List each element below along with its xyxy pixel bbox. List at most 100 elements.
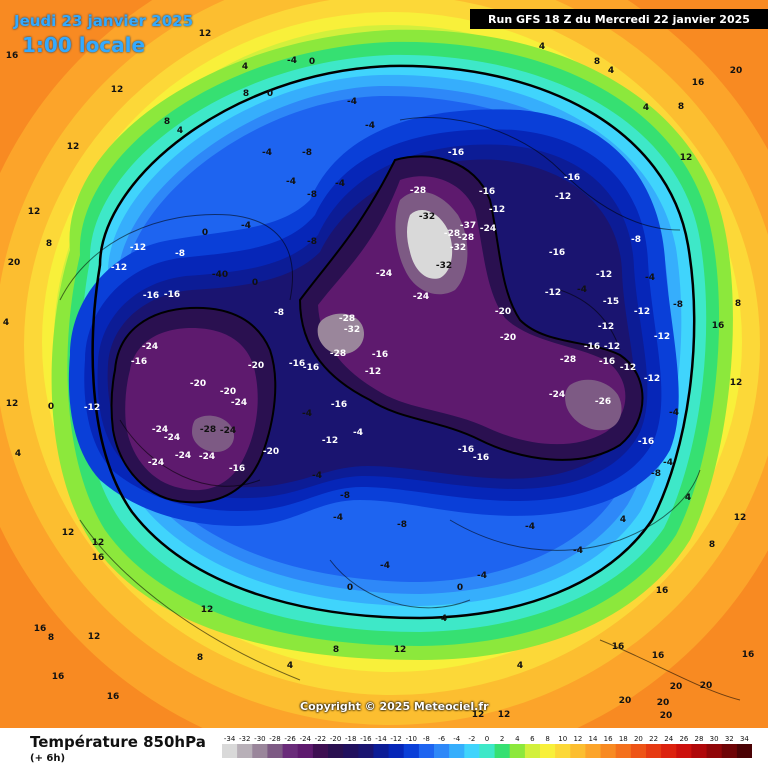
temperature-map: -32-32-28-28-28-32-37 -24-16-16-12-24-24-… bbox=[0, 0, 768, 728]
map-value-label: 12 bbox=[6, 399, 19, 409]
map-value-label: -12 bbox=[130, 243, 146, 253]
contour-m20-arc bbox=[298, 155, 644, 461]
map-value-label: -8 bbox=[651, 469, 661, 479]
scale-tick-label: 28 bbox=[695, 735, 704, 743]
scale-tick-label: 34 bbox=[740, 735, 749, 743]
map-value-label: -16 bbox=[549, 248, 565, 258]
map-value-label: 4 bbox=[685, 493, 691, 503]
map-value-label: -4 bbox=[380, 561, 390, 571]
map-value-label: 12 bbox=[88, 632, 101, 642]
map-value-label: -4 bbox=[287, 56, 297, 66]
copyright-notice: Copyright © 2025 Meteociel.fr bbox=[300, 700, 489, 713]
map-value-label: -24 bbox=[148, 458, 164, 468]
scale-swatch bbox=[282, 744, 299, 758]
scale-swatch bbox=[252, 744, 268, 758]
scale-swatch bbox=[736, 744, 752, 758]
map-value-labels: -32-32-28-28-28-32-37 -24-16-16-12-24-24-… bbox=[3, 29, 754, 721]
scale-tick-label: -26 bbox=[284, 735, 296, 743]
scale-tick-label: 0 bbox=[485, 735, 489, 743]
core-m24-arc bbox=[318, 176, 626, 445]
forecast-date: Jeudi 23 janvier 2025 bbox=[14, 12, 194, 30]
map-value-label: 12 bbox=[734, 513, 747, 523]
map-value-label: -12 bbox=[84, 403, 100, 413]
scale-tick-label: 22 bbox=[649, 735, 658, 743]
map-value-label: -24 bbox=[376, 269, 392, 279]
map-value-label: -4 bbox=[333, 513, 343, 523]
map-value-label: -20 bbox=[190, 379, 206, 389]
map-value-label: -24 bbox=[199, 452, 215, 462]
map-value-label: 16 bbox=[52, 672, 65, 682]
map-value-label: -16 bbox=[473, 453, 489, 463]
map-value-label: -15 bbox=[603, 297, 619, 307]
map-value-label: -24 bbox=[175, 451, 191, 461]
map-value-label: -24 bbox=[549, 390, 565, 400]
scale-tick-label: 24 bbox=[664, 735, 673, 743]
map-value-label: -8 bbox=[274, 308, 284, 318]
scale-swatch bbox=[312, 744, 329, 758]
map-value-label: -16 bbox=[479, 187, 495, 197]
map-value-label: -16 bbox=[458, 445, 474, 455]
legend-subtitle: (+ 6h) bbox=[30, 753, 66, 764]
map-value-label: 20 bbox=[619, 696, 632, 706]
scale-swatch bbox=[388, 744, 405, 758]
map-value-label: 12 bbox=[201, 605, 214, 615]
map-value-label: -16 bbox=[638, 437, 654, 447]
forecast-local-time: 1:00 locale bbox=[22, 33, 146, 57]
scale-tick-label: 26 bbox=[679, 735, 688, 743]
map-value-label: 12 bbox=[92, 538, 105, 548]
map-value-label: 12 bbox=[472, 710, 485, 720]
scale-tick-label: 32 bbox=[725, 735, 734, 743]
map-value-label: -4 bbox=[573, 546, 583, 556]
map-value-label: -24 bbox=[152, 425, 168, 435]
map-value-label: -16 bbox=[599, 357, 615, 367]
map-value-label: -16 bbox=[143, 291, 159, 301]
map-value-label: -4 bbox=[477, 571, 487, 581]
scale-swatch bbox=[615, 744, 632, 758]
map-value-label: -12 bbox=[111, 263, 127, 273]
map-value-label: 16 bbox=[692, 78, 705, 88]
run-info-banner: Run GFS 18 Z du Mercredi 22 janvier 2025 bbox=[470, 9, 768, 29]
map-value-label: 4 bbox=[539, 42, 545, 52]
map-value-label: -4 bbox=[525, 522, 535, 532]
scale-tick-label: 6 bbox=[530, 735, 535, 743]
map-value-label: 4 bbox=[177, 126, 183, 136]
map-value-label: -32 bbox=[419, 212, 435, 222]
scale-tick-label: 14 bbox=[589, 735, 598, 743]
map-value-label: -20 bbox=[220, 387, 236, 397]
scale-tick-label: -30 bbox=[254, 735, 265, 743]
map-value-label: -24 bbox=[164, 433, 180, 443]
map-value-label: -4 bbox=[577, 285, 587, 295]
map-value-label: -8 bbox=[175, 249, 185, 259]
map-value-label: 16 bbox=[712, 321, 725, 331]
scale-swatch bbox=[555, 744, 571, 758]
map-value-label: -16 bbox=[164, 290, 180, 300]
scale-tick-label: 20 bbox=[634, 735, 643, 743]
scale-swatch bbox=[646, 744, 662, 758]
map-value-label: 4 bbox=[441, 614, 447, 624]
map-value-label: 8 bbox=[197, 653, 203, 663]
scale-swatch bbox=[343, 744, 359, 758]
map-value-label: -12 bbox=[555, 192, 571, 202]
map-value-label: -4 bbox=[353, 428, 363, 438]
map-value-label: 4 bbox=[620, 515, 626, 525]
scale-swatch bbox=[706, 744, 723, 758]
map-value-label: -16 bbox=[584, 342, 600, 352]
map-value-label: 4 bbox=[3, 318, 9, 328]
map-value-label: -12 bbox=[545, 288, 561, 298]
map-value-label: 12 bbox=[111, 85, 124, 95]
map-value-label: -28 bbox=[200, 425, 216, 435]
scale-tick-label: -32 bbox=[239, 735, 250, 743]
map-value-label: -24 bbox=[142, 342, 158, 352]
scale-tick-label: -14 bbox=[375, 735, 387, 743]
map-value-label: -4 bbox=[302, 409, 312, 419]
map-value-label: -24 bbox=[231, 398, 247, 408]
map-value-label: -32 bbox=[450, 243, 466, 253]
map-value-label: -37 bbox=[460, 221, 476, 231]
map-value-label: -28 bbox=[458, 233, 474, 243]
map-value-label: 16 bbox=[656, 586, 669, 596]
map-value-label: 20 bbox=[660, 711, 673, 721]
scale-swatch bbox=[464, 744, 480, 758]
map-value-label: 16 bbox=[107, 692, 120, 702]
map-value-label: -26 bbox=[595, 397, 611, 407]
map-value-label: 8 bbox=[709, 540, 715, 550]
